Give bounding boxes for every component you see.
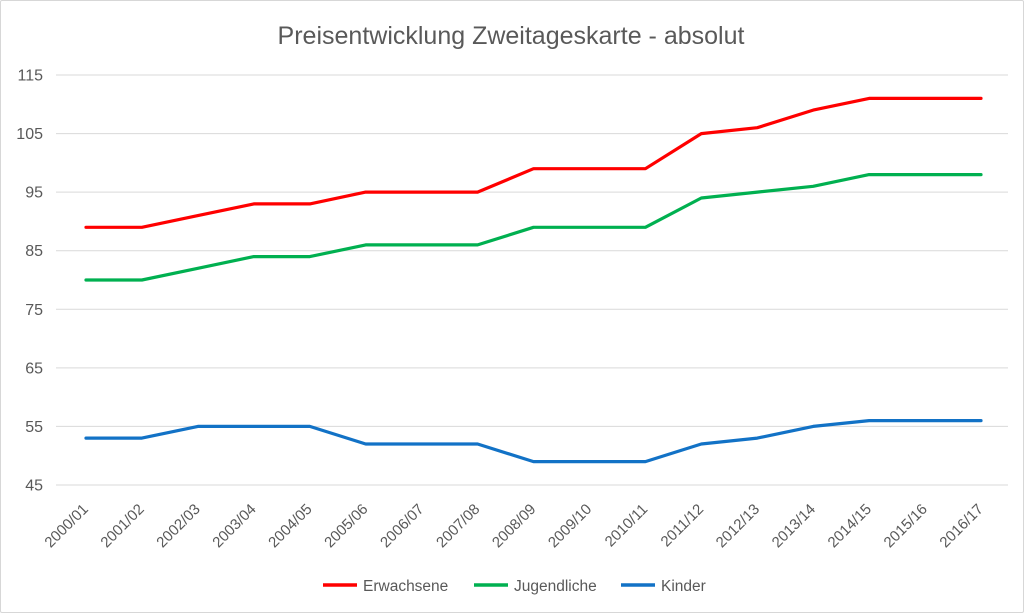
- legend-label: Erwachsene: [363, 578, 448, 595]
- legend-item-jugendliche: Jugendliche: [474, 578, 597, 595]
- y-axis-label: 75: [25, 302, 43, 319]
- legend: Erwachsene Jugendliche Kinder: [323, 578, 706, 595]
- gridlines-group: [56, 74, 1008, 486]
- y-axis-label: 65: [25, 360, 43, 377]
- y-axis-labels-group: 45 55 65 75 85 95 105 115: [16, 68, 43, 495]
- x-axis-label: 2000/01: [41, 501, 91, 551]
- x-axis-label: 2005/06: [321, 501, 371, 551]
- y-axis-label: 95: [25, 185, 43, 202]
- y-axis-label: 45: [25, 478, 43, 495]
- chart-title: Preisentwicklung Zweitageskarte - absolu…: [278, 22, 745, 50]
- legend-item-kinder: Kinder: [621, 578, 706, 595]
- x-axis-label: 2010/11: [602, 501, 652, 551]
- x-axis-label: 2004/05: [265, 501, 315, 551]
- y-axis-label: 85: [25, 243, 43, 260]
- series-lines-group: [84, 96, 983, 464]
- x-axis-label: 2007/08: [433, 501, 483, 551]
- x-axis-label: 2008/09: [489, 501, 539, 551]
- y-axis-label: 105: [16, 126, 43, 143]
- x-axis-label: 2013/14: [769, 501, 819, 551]
- y-axis-label: 55: [25, 419, 43, 436]
- x-axis-label: 2016/17: [936, 501, 986, 551]
- legend-label: Kinder: [661, 578, 706, 595]
- x-axis-label: 2015/16: [881, 501, 931, 551]
- x-axis-label: 2011/12: [658, 501, 708, 551]
- x-axis-label: 2006/07: [377, 501, 427, 551]
- series-line-erwachsene: [84, 96, 983, 229]
- series-line-jugendliche: [84, 173, 983, 282]
- x-axis-label: 2001/02: [97, 501, 147, 551]
- x-axis-label: 2003/04: [209, 501, 259, 551]
- x-axis-label: 2014/15: [825, 501, 875, 551]
- x-axis-label: 2009/10: [545, 501, 595, 551]
- series-line-kinder: [84, 419, 983, 464]
- x-axis-label: 2012/13: [713, 501, 763, 551]
- y-axis-label: 115: [17, 68, 43, 85]
- legend-item-erwachsene: Erwachsene: [323, 578, 448, 595]
- x-axis-labels-group: 2000/01 2001/02 2002/03 2003/04 2004/05 2005/…: [41, 501, 986, 551]
- x-axis-label: 2002/03: [153, 501, 203, 551]
- legend-label: Jugendliche: [514, 578, 597, 595]
